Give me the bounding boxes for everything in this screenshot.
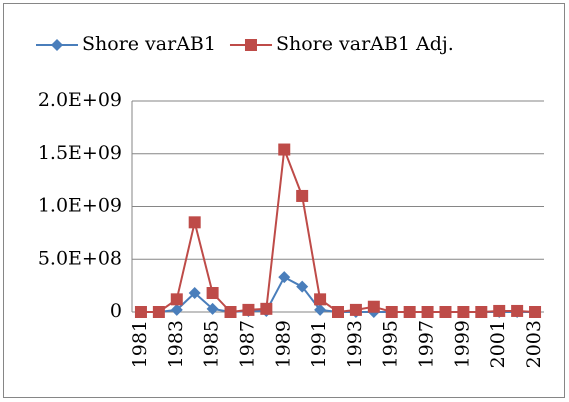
point-marker [51, 39, 63, 51]
y-tick-label: 2.0E+09 [38, 89, 122, 111]
chart-border [3, 3, 565, 398]
point-marker [421, 306, 434, 318]
point-marker [349, 303, 362, 316]
point-marker [224, 306, 237, 318]
point-marker [493, 304, 506, 317]
point-marker [529, 306, 542, 318]
point-marker [244, 39, 257, 51]
point-marker [206, 302, 219, 315]
point-marker [403, 306, 416, 318]
x-tick-label: 1983 [165, 320, 187, 368]
x-tick-label: 1997 [416, 320, 438, 368]
x-tick-label: 2001 [487, 320, 509, 368]
point-marker [314, 303, 327, 316]
x-tick-label: 1985 [201, 320, 223, 368]
point-marker [242, 303, 255, 316]
y-tick-label: 1.0E+09 [38, 195, 122, 217]
x-tick-label: 1987 [236, 320, 258, 368]
x-tick-label: 1989 [272, 320, 294, 368]
legend-label: Shore varAB1 Adj. [276, 33, 454, 55]
point-marker [278, 271, 291, 284]
point-marker [439, 306, 452, 318]
point-marker [188, 216, 201, 229]
point-marker [511, 304, 524, 317]
x-tick-label: 1991 [308, 320, 330, 368]
point-marker [206, 287, 219, 300]
point-marker [475, 306, 488, 318]
x-tick-label: 1995 [380, 320, 402, 368]
y-tick-label: 0 [110, 300, 122, 322]
point-marker [170, 303, 183, 316]
point-marker [367, 300, 380, 313]
point-marker [170, 293, 183, 306]
legend-label: Shore varAB1 [82, 33, 216, 55]
x-tick-label: 1981 [129, 320, 151, 368]
point-marker [152, 306, 165, 318]
point-marker [296, 280, 309, 293]
y-tick-label: 5.0E+08 [38, 247, 122, 269]
point-marker [260, 302, 273, 315]
point-marker [385, 306, 398, 318]
x-tick-label: 2003 [523, 320, 545, 368]
point-marker [188, 287, 201, 300]
point-marker [134, 306, 147, 318]
point-marker [278, 143, 291, 156]
x-tick-label: 1993 [344, 320, 366, 368]
point-marker [457, 306, 470, 318]
x-tick-label: 1999 [451, 320, 473, 368]
point-marker [314, 293, 327, 306]
y-tick-label: 1.5E+09 [38, 142, 122, 164]
point-marker [332, 306, 344, 318]
point-marker [296, 189, 309, 202]
